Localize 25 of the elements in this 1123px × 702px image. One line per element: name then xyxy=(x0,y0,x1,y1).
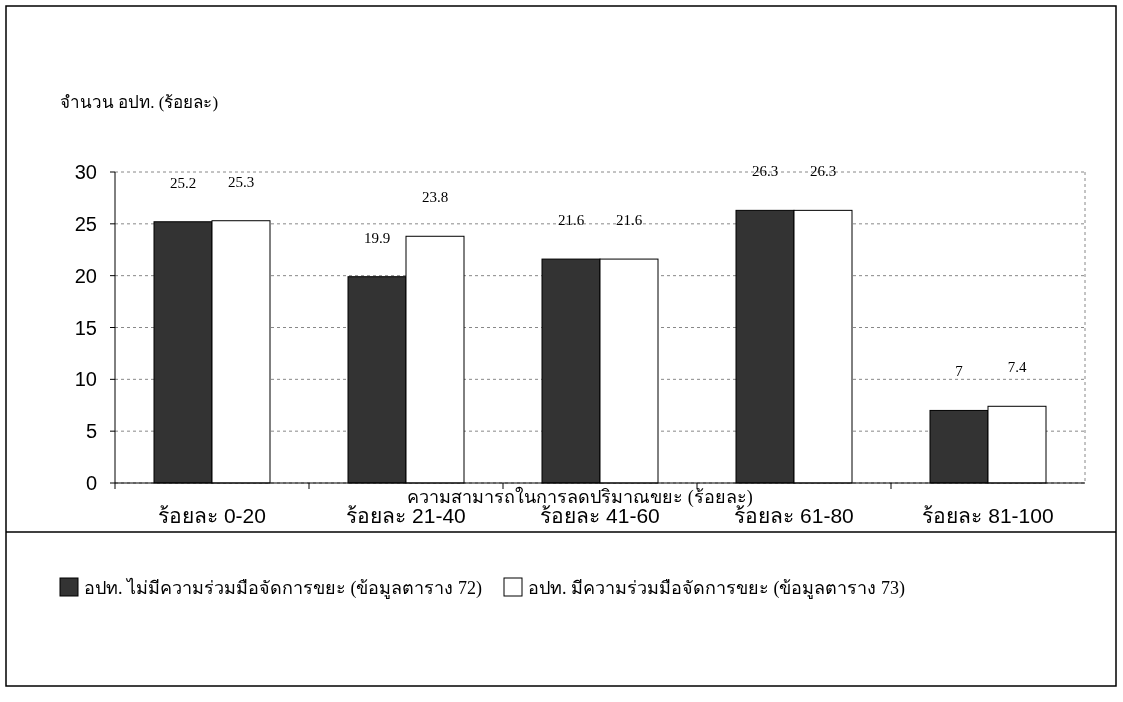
x-tick-label: ร้อยละ 41-60 xyxy=(540,504,660,527)
data-label: 19.9 xyxy=(363,229,391,246)
y-tick-label: 30 xyxy=(74,161,97,183)
legend-label: อปท. ไม่มีความร่วมมือจัดการขยะ (ข้อมูลตาราง 72) xyxy=(84,577,482,599)
y-tick-label: 25 xyxy=(74,212,97,235)
y-tick-label: 10 xyxy=(74,368,97,391)
data-label: 7 xyxy=(955,363,964,380)
x-tick-label: ร้อยละ 21-40 xyxy=(346,504,466,527)
data-label: 21.6 xyxy=(615,212,643,229)
y-tick-label: 0 xyxy=(85,472,97,494)
data-label: 26.3 xyxy=(751,163,779,180)
y-axis-title: จำนวน อปท. (ร้อยละ) xyxy=(60,93,219,112)
data-label: 7.4 xyxy=(1007,359,1027,376)
legend-label: อปท. มีความร่วมมือจัดการขยะ (ข้อมูลตาราง 73) xyxy=(528,578,905,599)
y-tick-label: 15 xyxy=(74,316,97,339)
data-label: 25.2 xyxy=(169,174,197,191)
data-label: 25.3 xyxy=(227,173,255,190)
y-tick-label: 20 xyxy=(74,264,97,287)
data-label: 23.8 xyxy=(421,189,449,206)
data-label: 21.6 xyxy=(557,212,585,229)
y-tick-label: 5 xyxy=(85,420,97,443)
x-tick-label: ร้อยละ 0-20 xyxy=(158,504,266,527)
data-label: 26.3 xyxy=(809,163,837,180)
x-tick-label: ร้อยละ 81-100 xyxy=(922,504,1054,527)
x-tick-label: ร้อยละ 61-80 xyxy=(734,504,854,527)
